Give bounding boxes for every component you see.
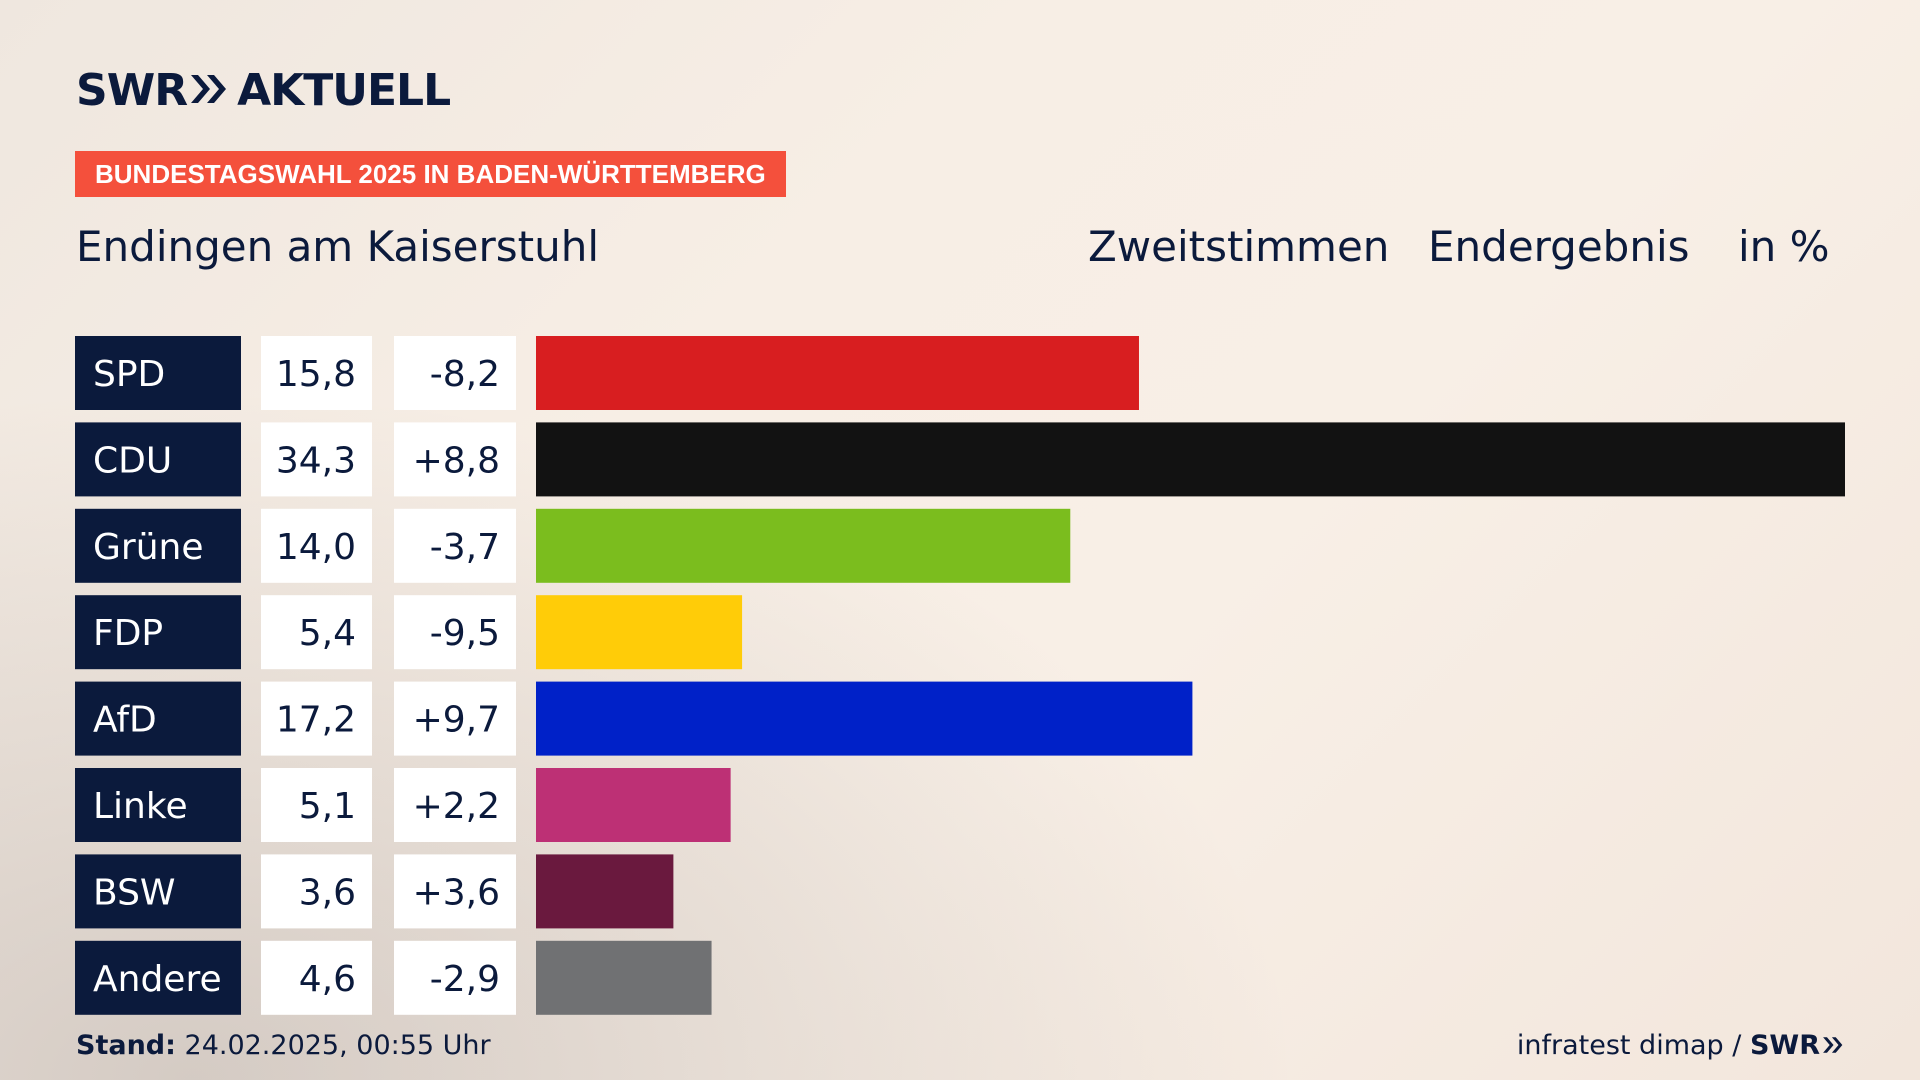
bar xyxy=(536,940,712,1015)
party-label-box xyxy=(75,422,241,497)
bar xyxy=(536,768,731,842)
change-box xyxy=(394,854,516,929)
party-label: Andere xyxy=(93,959,222,1000)
swr-aktuell-logo: SWR AKTUELL xyxy=(76,65,451,118)
change-box xyxy=(394,508,516,583)
timestamp: Stand: 24.02.2025, 00:55 Uhr xyxy=(76,1030,491,1061)
change-label: +2,2 xyxy=(413,786,500,827)
value-box xyxy=(261,768,372,842)
change-box xyxy=(394,422,516,497)
party-label: FDP xyxy=(93,613,163,654)
value-label: 5,1 xyxy=(299,786,356,827)
source-credit: infratest dimap / SWR xyxy=(1517,1030,1844,1061)
value-label: 3,6 xyxy=(299,872,356,913)
bar xyxy=(536,422,1845,497)
bar xyxy=(536,508,1071,583)
timestamp-value: 24.02.2025, 00:55 Uhr xyxy=(184,1030,491,1061)
double-chevron-icon xyxy=(189,68,229,118)
place-title: Endingen am Kaiserstuhl xyxy=(76,222,600,271)
bar xyxy=(536,595,743,670)
value-box xyxy=(261,940,372,1015)
value-label: 34,3 xyxy=(276,440,356,481)
value-label: 5,4 xyxy=(299,613,356,654)
change-box xyxy=(394,336,516,410)
value-label: 15,8 xyxy=(276,354,356,395)
value-box xyxy=(261,422,372,497)
change-label: -3,7 xyxy=(430,527,500,568)
party-label: SPD xyxy=(93,354,165,395)
change-label: -8,2 xyxy=(430,354,500,395)
party-label-box xyxy=(75,854,241,929)
change-label: -9,5 xyxy=(430,613,500,654)
value-box xyxy=(261,854,372,929)
party-label-box xyxy=(75,336,241,410)
footer-swr-logo: SWR xyxy=(1749,1030,1820,1061)
change-label: +3,6 xyxy=(413,872,500,913)
value-label: 17,2 xyxy=(276,700,356,741)
unit-label: in % xyxy=(1738,222,1830,271)
change-box xyxy=(394,768,516,842)
value-box xyxy=(261,508,372,583)
logo-swr-text: SWR xyxy=(76,65,188,116)
value-box xyxy=(261,595,372,670)
value-label: 4,6 xyxy=(299,959,356,1000)
change-box xyxy=(394,595,516,670)
change-label: +8,8 xyxy=(413,440,500,481)
party-label-box xyxy=(75,940,241,1015)
election-badge: BUNDESTAGSWAHL 2025 IN BADEN-WÜRTTEMBERG xyxy=(75,151,786,197)
change-box xyxy=(394,681,516,756)
party-label: AfD xyxy=(93,700,157,741)
change-label: -2,9 xyxy=(430,959,500,1000)
result-type-label: Endergebnis xyxy=(1428,222,1690,271)
party-label-box xyxy=(75,595,241,670)
value-box xyxy=(261,681,372,756)
party-label-box xyxy=(75,508,241,583)
footer-chevron-icon xyxy=(1823,1037,1843,1053)
logo-aktuell-text: AKTUELL xyxy=(237,65,451,116)
party-label: Grüne xyxy=(93,527,203,568)
change-label: +9,7 xyxy=(413,700,500,741)
party-label-box xyxy=(75,768,241,842)
party-label-box xyxy=(75,681,241,756)
change-box xyxy=(394,940,516,1015)
value-label: 14,0 xyxy=(276,527,356,568)
party-label: Linke xyxy=(93,786,188,827)
party-label: BSW xyxy=(93,872,176,913)
value-box xyxy=(261,336,372,410)
bar xyxy=(536,336,1139,410)
bar xyxy=(536,681,1193,756)
timestamp-label: Stand: xyxy=(76,1030,176,1061)
party-label: CDU xyxy=(93,440,172,481)
bar xyxy=(536,854,674,929)
vote-type-label: Zweitstimmen xyxy=(1088,222,1390,271)
source-text: infratest dimap / xyxy=(1516,1030,1742,1061)
